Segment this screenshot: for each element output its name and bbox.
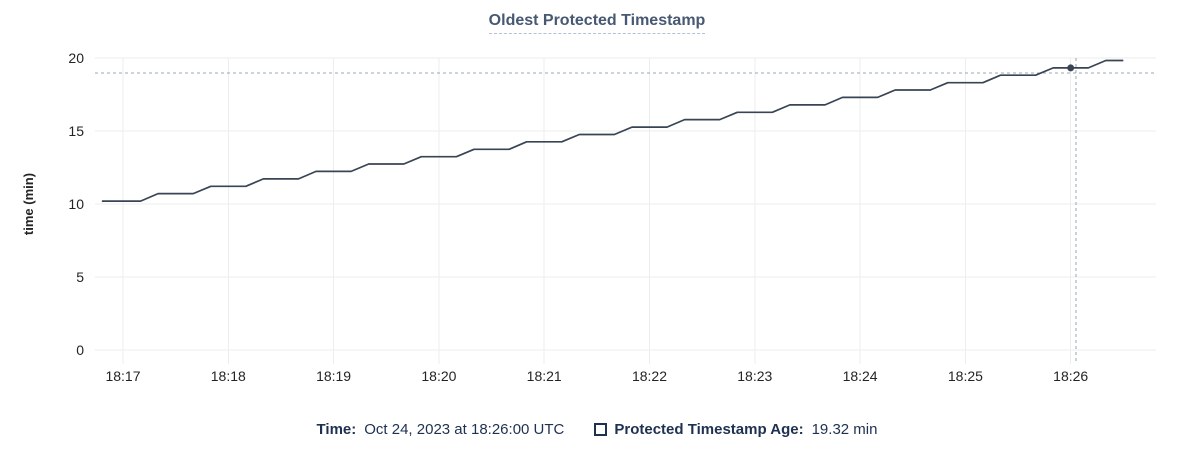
svg-text:18:22: 18:22 — [632, 368, 667, 384]
svg-text:10: 10 — [68, 196, 84, 212]
svg-text:18:26: 18:26 — [1053, 368, 1088, 384]
chart-title[interactable]: Oldest Protected Timestamp — [488, 12, 706, 34]
svg-text:20: 20 — [68, 50, 84, 66]
hover-crosshair — [95, 58, 1156, 362]
x-axis-tick-labels: 18:17 18:18 18:19 18:20 18:21 18:22 18:23 18:24… — [105, 368, 1088, 384]
series-line-protected-timestamp-age — [101, 59, 1124, 202]
svg-text:18:18: 18:18 — [211, 368, 246, 384]
hover-legend: Time: Oct 24, 2023 at 18:26:00 UTC Protec… — [0, 421, 1194, 438]
legend-time-item: Time: Oct 24, 2023 at 18:26:00 UTC — [317, 421, 565, 438]
y-axis-title: time (min) — [21, 173, 36, 235]
svg-text:15: 15 — [68, 123, 84, 139]
svg-text:18:25: 18:25 — [948, 368, 983, 384]
svg-text:5: 5 — [76, 269, 84, 285]
svg-text:18:21: 18:21 — [527, 368, 562, 384]
chart-header: Oldest Protected Timestamp — [0, 12, 1194, 34]
svg-text:18:24: 18:24 — [843, 368, 878, 384]
svg-text:18:17: 18:17 — [105, 368, 140, 384]
time-label: Time: — [316, 421, 357, 438]
svg-text:18:19: 18:19 — [316, 368, 351, 384]
y-axis-tick-labels: 0 5 10 15 20 — [68, 50, 84, 358]
time-value: Oct 24, 2023 at 18:26:00 UTC — [364, 421, 565, 438]
series-value: 19.32 min — [811, 421, 878, 438]
svg-text:0: 0 — [76, 342, 84, 358]
series-label: Protected Timestamp Age: — [614, 421, 804, 438]
hover-point-dot — [1067, 64, 1075, 72]
legend-item-protected-timestamp-age[interactable]: Protected Timestamp Age: 19.32 min — [594, 421, 877, 438]
series-toggle-checkbox[interactable] — [594, 423, 608, 436]
svg-text:18:23: 18:23 — [737, 368, 772, 384]
gridlines — [95, 57, 1156, 364]
svg-text:18:20: 18:20 — [421, 368, 456, 384]
